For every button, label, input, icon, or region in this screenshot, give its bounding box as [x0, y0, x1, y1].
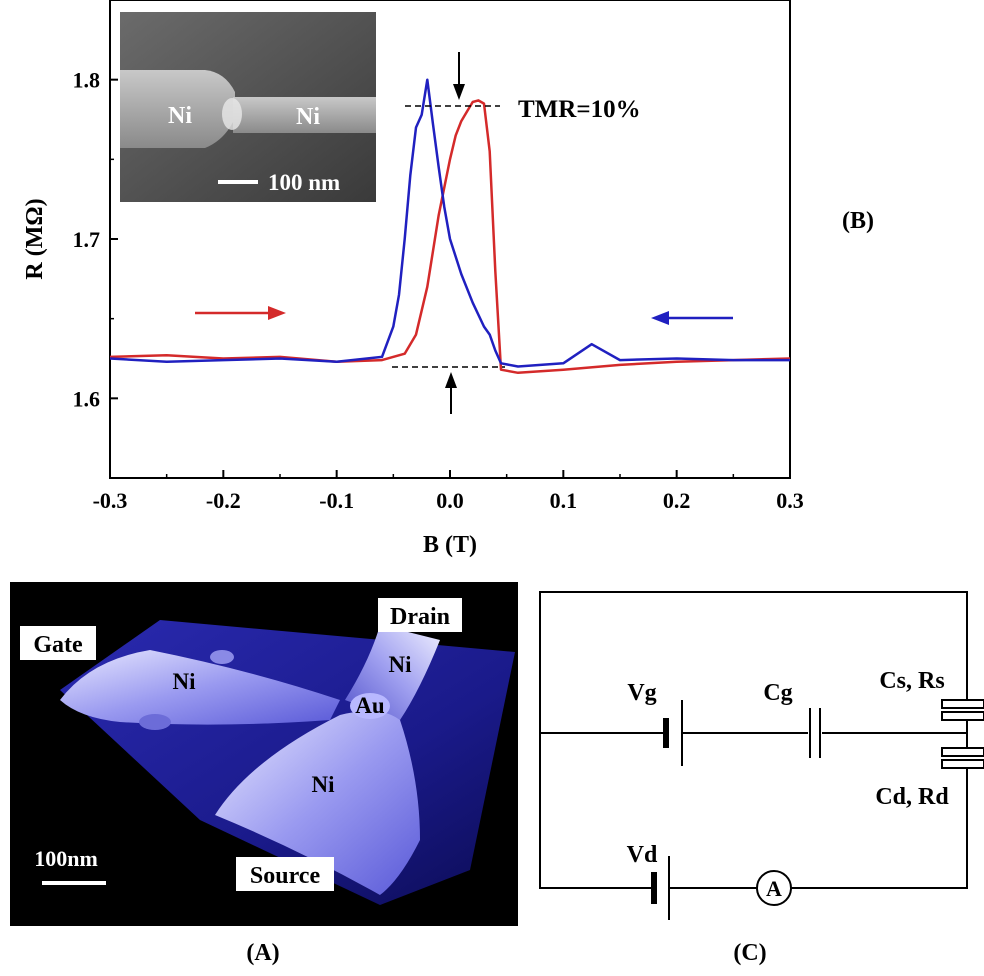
- inset-left-electrode: [120, 70, 235, 148]
- inset-right-electrode: [233, 97, 376, 133]
- red-right-arrow-icon: [195, 306, 286, 320]
- ni-source-label: Ni: [312, 772, 336, 797]
- x-tick-label: -0.2: [206, 488, 241, 513]
- vg-label: Vg: [627, 680, 656, 706]
- cs-plate-top: [941, 699, 984, 709]
- y-axis: 1.6 1.7 1.8: [73, 68, 118, 411]
- x-tick-label: 0.3: [776, 488, 804, 513]
- y-tick-label: 1.7: [73, 227, 101, 252]
- x-tick-label: 0.0: [436, 488, 464, 513]
- au-dot: [350, 693, 390, 719]
- cs-rs-label: Cs, Rs: [879, 668, 944, 694]
- inset-right-label: Ni: [296, 104, 320, 130]
- panel-label-b: (B): [842, 208, 874, 234]
- inset-scale-label: 100 nm: [268, 170, 340, 195]
- afm-panel: Gate Drain Source Ni Ni Au Ni 100nm (A): [10, 582, 518, 966]
- ni-drain-label: Ni: [389, 652, 413, 677]
- x-tick-label: 0.2: [663, 488, 691, 513]
- cd-plate-bottom: [941, 759, 984, 769]
- y-tick-label: 1.6: [73, 386, 101, 411]
- cd-plate-top: [941, 747, 984, 757]
- top-wire: [539, 591, 968, 733]
- cs-plate-bottom: [941, 711, 984, 721]
- x-axis-label: B (T): [423, 532, 477, 558]
- x-tick-label: 0.1: [550, 488, 578, 513]
- inset-left-label: Ni: [168, 103, 192, 129]
- bottom-right-wire: [791, 772, 968, 889]
- ni-gate-label: Ni: [173, 669, 197, 694]
- y-axis-label: R (MΩ): [22, 198, 48, 279]
- au-label: Au: [355, 693, 385, 718]
- panel-label-c: (C): [733, 940, 766, 966]
- ammeter-label: A: [766, 876, 782, 901]
- x-axis: -0.3 -0.2 -0.1 0.0 0.1 0.2 0.3: [93, 470, 804, 513]
- gate-label: Gate: [33, 632, 83, 658]
- x-tick-label: -0.1: [319, 488, 354, 513]
- ammeter-icon: [756, 870, 792, 906]
- circuit-panel: [539, 591, 984, 920]
- afm-scale-label: 100nm: [34, 846, 98, 871]
- series-line-blue: [110, 78, 790, 368]
- cd-rd-label: Cd, Rd: [875, 784, 949, 810]
- cg-label: Cg: [763, 680, 792, 706]
- panel-label-a: (A): [246, 940, 279, 966]
- bottom-left-wire: [539, 733, 652, 889]
- circuit-labels: Vg Cg Cs, Rs Cd, Rd Vd A (C): [627, 668, 950, 966]
- vd-label: Vd: [627, 842, 658, 868]
- tmr-annotation: TMR=10%: [518, 96, 641, 123]
- chart-panel: -0.3 -0.2 -0.1 0.0 0.1 0.2 0.3 1.6 1.7 1.8 B (T)…: [22, 0, 874, 558]
- sem-inset: Ni Ni 100 nm: [120, 12, 376, 202]
- blue-left-arrow-icon: [651, 311, 733, 325]
- y-tick-label: 1.8: [73, 68, 101, 93]
- source-label: Source: [250, 863, 321, 889]
- up-arrow: [445, 372, 457, 414]
- drain-label: Drain: [390, 604, 450, 630]
- x-tick-label: -0.3: [93, 488, 128, 513]
- down-arrow: [453, 52, 465, 100]
- gate-electrode: [60, 650, 340, 725]
- series-group: [110, 78, 790, 375]
- source-electrode: [215, 711, 420, 895]
